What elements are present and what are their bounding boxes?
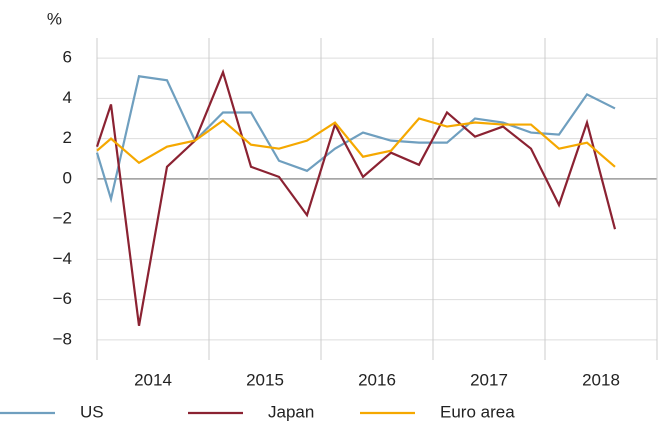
x-tick-label: 2018 bbox=[582, 370, 620, 389]
y-tick-label: 2 bbox=[63, 128, 72, 147]
x-tick-label: 2015 bbox=[246, 370, 284, 389]
y-tick-label: −6 bbox=[53, 289, 72, 308]
y-tick-label: −4 bbox=[53, 249, 72, 268]
y-tick-label: 4 bbox=[63, 88, 72, 107]
y-tick-label: −2 bbox=[53, 209, 72, 228]
x-tick-label: 2017 bbox=[470, 370, 508, 389]
legend-label: US bbox=[80, 402, 104, 421]
x-tick-label: 2016 bbox=[358, 370, 396, 389]
legend-label: Euro area bbox=[440, 402, 515, 421]
y-tick-label: 6 bbox=[63, 48, 72, 67]
series-line bbox=[95, 75, 616, 204]
y-tick-label: −8 bbox=[53, 329, 72, 348]
series-line bbox=[95, 68, 617, 326]
series-line bbox=[96, 117, 616, 168]
y-unit: % bbox=[47, 9, 62, 28]
y-tick-label: 0 bbox=[63, 168, 72, 187]
x-tick-label: 2014 bbox=[134, 370, 172, 389]
legend-label: Japan bbox=[268, 402, 314, 421]
